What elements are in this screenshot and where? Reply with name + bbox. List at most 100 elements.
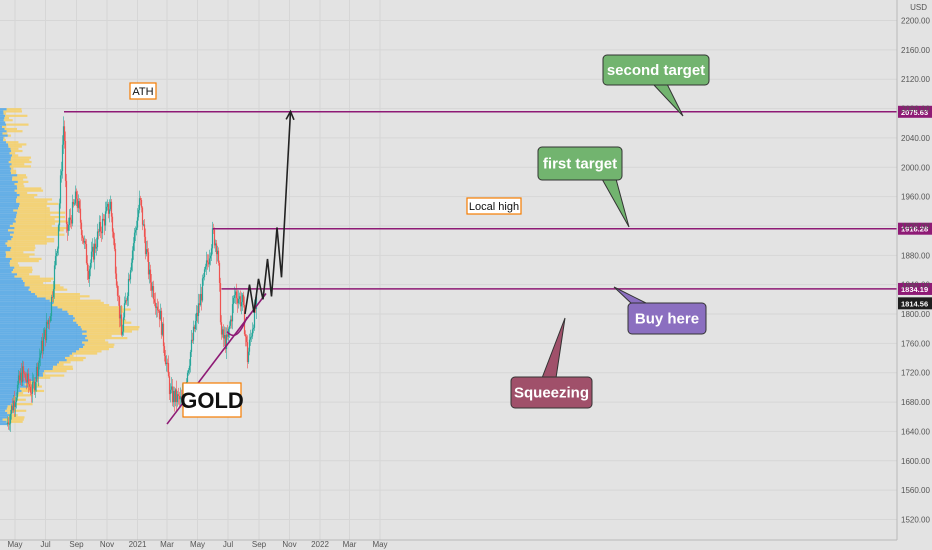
candle-body: [39, 352, 42, 358]
profile-bar-buy: [0, 193, 20, 197]
candle-body: [175, 389, 178, 403]
profile-bar-buy: [0, 387, 21, 390]
profile-bar-sell: [9, 414, 18, 417]
profile-bar-buy: [0, 422, 8, 426]
candle-body: [145, 249, 148, 255]
profile-bar-sell: [76, 321, 132, 324]
profile-bar-buy: [0, 138, 4, 142]
profile-bar-buy: [0, 361, 60, 364]
profile-bar-buy: [0, 266, 15, 269]
buy-here-callout-box: [627, 302, 707, 335]
candle-body: [229, 319, 232, 326]
candle-body: [75, 191, 78, 199]
candle-body: [64, 141, 67, 181]
profile-bar-sell: [16, 191, 28, 194]
gold-label-box: [182, 382, 242, 418]
profile-bar-buy: [0, 147, 11, 150]
profile-bar-sell: [11, 163, 25, 166]
profile-bar-sell: [76, 350, 102, 353]
profile-bar-sell: [86, 330, 133, 333]
candle-body: [253, 304, 256, 328]
profile-bar-sell: [15, 220, 69, 223]
profile-bar-sell: [7, 134, 11, 137]
candle-body: [74, 191, 77, 204]
profile-bar-buy: [0, 257, 12, 260]
candle-body: [197, 303, 200, 317]
candle-body: [9, 413, 12, 424]
candle-body: [79, 208, 82, 223]
profile-bar-sell: [10, 158, 30, 161]
profile-bar-sell: [7, 244, 35, 247]
profile-bar-buy: [0, 121, 6, 124]
candle-body: [166, 362, 169, 364]
candle-body: [73, 203, 76, 205]
candle-body: [40, 340, 43, 353]
candle-body: [139, 198, 142, 201]
candle-body: [49, 316, 52, 322]
first-target-callout-box: [537, 146, 623, 181]
axis-unit-label: USD: [910, 3, 927, 12]
y-tick-label: 1960.00: [901, 193, 930, 202]
candle-body: [198, 303, 201, 305]
candle-body: [150, 282, 153, 291]
candle-body: [172, 390, 175, 403]
candle-body: [220, 322, 223, 335]
profile-bar-sell: [11, 171, 17, 175]
candle-body: [91, 246, 94, 252]
candle-body: [165, 362, 168, 365]
candle-body: [176, 394, 179, 403]
time-axis: May Jul Sep Nov 2021 Mar May Jul Sep Nov 2022 Mar Ma…: [0, 539, 897, 549]
profile-bar-buy: [0, 268, 14, 271]
profile-bar-buy: [0, 220, 16, 223]
candle-body: [83, 240, 86, 243]
profile-bar-sell: [8, 143, 27, 146]
second-target-callout: second target: [602, 54, 710, 117]
candle-body: [86, 263, 89, 271]
profile-bar-buy: [0, 185, 17, 188]
profile-bar-buy: [0, 253, 7, 256]
profile-bar-sell: [6, 141, 19, 144]
profile-bar-sell: [53, 301, 104, 305]
profile-bar-buy: [0, 244, 8, 247]
candle-body: [94, 243, 97, 249]
profile-bar-sell: [24, 282, 44, 285]
profile-bar-buy: [0, 218, 15, 221]
profile-bar-buy: [0, 319, 74, 322]
candle-body: [45, 321, 48, 341]
candle-body: [63, 126, 66, 142]
candle-body: [213, 229, 216, 246]
candle-body: [208, 258, 211, 265]
profile-bar-sell: [42, 372, 45, 375]
y-tick-label: 1760.00: [901, 339, 930, 348]
second-target-callout-text: second target: [607, 62, 705, 79]
profile-bar-buy: [0, 182, 15, 186]
candle-body: [128, 278, 131, 280]
candle-body: [67, 224, 70, 231]
profile-bar-buy: [0, 207, 19, 210]
x-tick-label: Mar: [160, 540, 174, 549]
profile-bar-sell: [57, 363, 64, 366]
candle-body: [232, 297, 235, 305]
profile-bar-sell: [14, 182, 24, 186]
profile-bar-sell: [4, 127, 17, 131]
profile-bar-sell: [5, 114, 28, 117]
profile-bar-buy: [0, 187, 18, 190]
profile-bar-buy: [0, 130, 7, 133]
profile-bar-sell: [3, 119, 13, 122]
y-tick-label: 2040.00: [901, 134, 930, 143]
profile-bar-sell: [69, 354, 74, 357]
profile-bar-sell: [16, 200, 48, 203]
profile-bar-buy: [0, 262, 10, 265]
profile-bar-buy: [0, 414, 10, 417]
profile-bar-buy: [0, 171, 12, 175]
candle-body: [189, 351, 192, 366]
profile-bar-sell: [83, 345, 114, 349]
profile-bar-sell: [14, 226, 69, 230]
candle-body: [234, 291, 237, 296]
profile-bar-buy: [0, 123, 7, 126]
candle-body: [167, 363, 170, 377]
candle-body: [250, 336, 253, 338]
buy-here-callout: Buy here: [613, 286, 707, 335]
candle-body: [16, 384, 19, 398]
profile-bar-buy: [0, 301, 54, 305]
